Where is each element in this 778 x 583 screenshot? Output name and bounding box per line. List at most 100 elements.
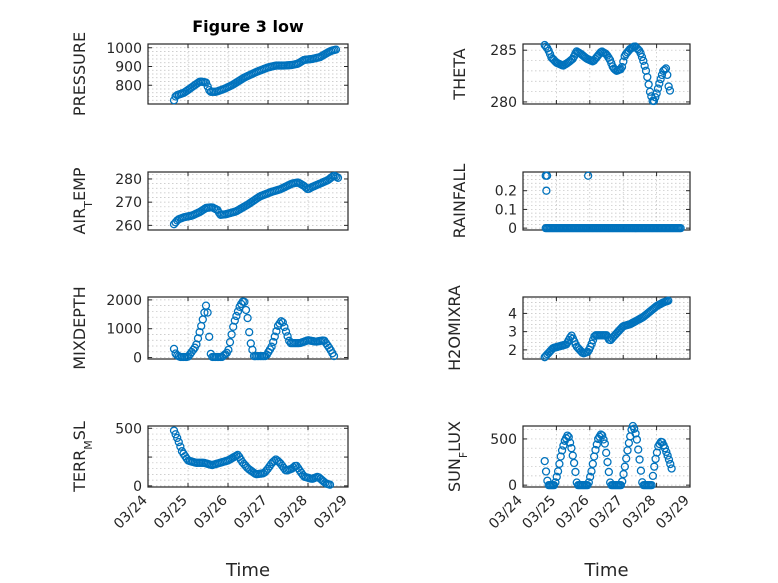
data-point [664, 455, 674, 464]
y-label-subscript: T [82, 201, 95, 209]
subplot-h2omixra: 2 3 4 H2OMIXRA [445, 285, 691, 371]
data-point [241, 305, 251, 315]
axes-frame [522, 171, 691, 231]
y-tick-label: 0 [508, 221, 517, 237]
y-tick-label: 280 [490, 95, 517, 111]
data-point [568, 451, 577, 460]
y-tick-label: 0 [133, 479, 142, 495]
data-point [655, 79, 664, 88]
x-tick-label: 03/26 [191, 492, 231, 532]
data-point [591, 445, 600, 455]
y-tick-label: 0.2 [495, 184, 517, 200]
data-point [556, 452, 565, 461]
data-point [636, 49, 645, 58]
y-tick-label: 2 [508, 343, 517, 359]
data-point [619, 57, 628, 66]
data-point [617, 62, 627, 72]
data-point [639, 56, 648, 65]
y-tick-label: 1000 [106, 41, 142, 57]
data-point [663, 451, 672, 460]
data-point [569, 458, 579, 468]
subplot-air_temp: 260 270 280 AIRTEMP [70, 167, 349, 235]
subplot-rainfall: 0 0.1 0.2 RAINFALL [450, 164, 691, 238]
data-point [650, 462, 659, 471]
data-point [634, 445, 643, 454]
data-point [665, 86, 675, 95]
axes-frame [522, 296, 691, 360]
data-point [624, 438, 634, 448]
data-point [541, 42, 551, 51]
x-tick-label: 03/26 [553, 492, 593, 532]
data-point [557, 446, 567, 455]
data-point [551, 478, 560, 487]
data-point [632, 43, 641, 53]
data-point [656, 74, 665, 84]
data-point [602, 448, 611, 457]
data-point [653, 84, 663, 93]
data-point [667, 464, 676, 473]
data-point [644, 80, 653, 89]
data-point [631, 429, 640, 438]
data-point [562, 340, 571, 349]
subplot-pressure: 800 900 1000 Figure 3 low PRESSURE [70, 17, 349, 116]
y-label-part: EMP [70, 167, 89, 201]
data-point [243, 313, 252, 323]
data-point [176, 442, 185, 451]
data-point [283, 332, 292, 341]
data-point [563, 431, 572, 440]
y-label-part: AIR [70, 208, 89, 235]
data-point [272, 327, 281, 336]
y-label-part: LUX [445, 421, 464, 452]
data-point [651, 93, 660, 102]
data-point [325, 480, 335, 489]
y-tick-label: 0 [508, 478, 517, 494]
data-point [542, 171, 552, 180]
data-point [585, 472, 595, 481]
x-axis-label: Time [225, 560, 270, 581]
data-point [240, 297, 249, 307]
y-axis-label: H2OMIXRA [445, 285, 464, 371]
x-tick-label: 03/28 [620, 493, 660, 533]
data-point [632, 435, 642, 444]
axes-frame [522, 425, 691, 488]
data-point [174, 437, 183, 447]
x-tick-label: 03/24 [486, 492, 526, 532]
y-axis-label: SUNFLUX [445, 421, 470, 492]
data-point [281, 327, 291, 336]
data-point [280, 322, 289, 332]
data-point [648, 471, 658, 481]
data-point [589, 452, 599, 461]
data-point [584, 478, 593, 487]
data-point [666, 459, 675, 469]
x-tick-label: 03/29 [311, 493, 351, 533]
data-point [587, 339, 596, 348]
y-axis-label: THETA [450, 48, 469, 100]
data-point [173, 433, 182, 443]
data-point [333, 173, 343, 182]
data-point [652, 89, 661, 98]
x-tick-label: 03/27 [586, 493, 626, 533]
y-axis-label: MIXDEPTH [70, 286, 89, 369]
data-point [603, 457, 612, 467]
data-point [232, 311, 241, 321]
y-tick-label: 0.1 [495, 202, 517, 218]
x-tick-label: 03/25 [519, 493, 559, 533]
y-tick-label: 4 [508, 306, 517, 322]
axes-frame [147, 43, 349, 105]
axes-frame [522, 43, 691, 105]
data-point [267, 342, 276, 351]
data-point [224, 345, 233, 355]
data-point [564, 432, 573, 442]
data-point [230, 316, 239, 325]
data-point [649, 96, 659, 106]
axes-frame [147, 171, 349, 231]
data-point [225, 338, 235, 347]
y-tick-label: 800 [115, 78, 142, 94]
subplot-theta: 280 285 THETA [450, 40, 691, 111]
data-point [662, 447, 671, 457]
y-tick-label: 285 [490, 43, 517, 59]
axes-frame [147, 296, 349, 360]
y-label-subscript: F [457, 452, 470, 458]
